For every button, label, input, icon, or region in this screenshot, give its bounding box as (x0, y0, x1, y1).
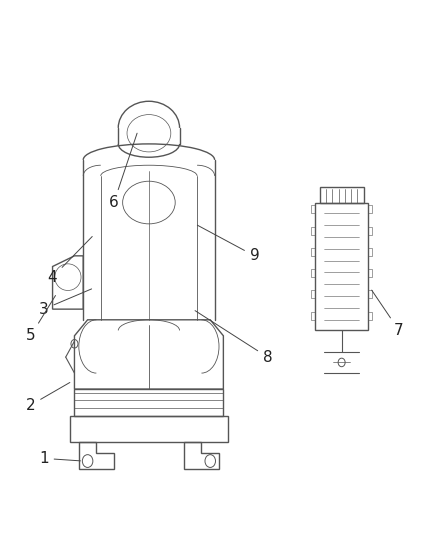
Text: 6: 6 (109, 133, 137, 210)
Text: 5: 5 (26, 295, 56, 343)
Text: 3: 3 (39, 289, 92, 317)
Bar (311, 227, 315, 235)
Bar (315, 203, 368, 330)
Bar (368, 227, 372, 235)
Bar (311, 290, 315, 298)
Bar (368, 248, 372, 256)
Bar (311, 248, 315, 256)
Text: 2: 2 (26, 383, 70, 413)
Bar (311, 205, 315, 213)
Bar (320, 187, 364, 203)
Bar (311, 269, 315, 277)
Text: 4: 4 (48, 237, 92, 285)
Text: 8: 8 (195, 311, 272, 365)
Text: 7: 7 (372, 290, 404, 338)
Bar (368, 269, 372, 277)
Bar (368, 205, 372, 213)
Bar (368, 312, 372, 320)
Bar (311, 312, 315, 320)
Text: 1: 1 (39, 451, 81, 466)
Text: 9: 9 (198, 225, 259, 263)
Bar (368, 290, 372, 298)
